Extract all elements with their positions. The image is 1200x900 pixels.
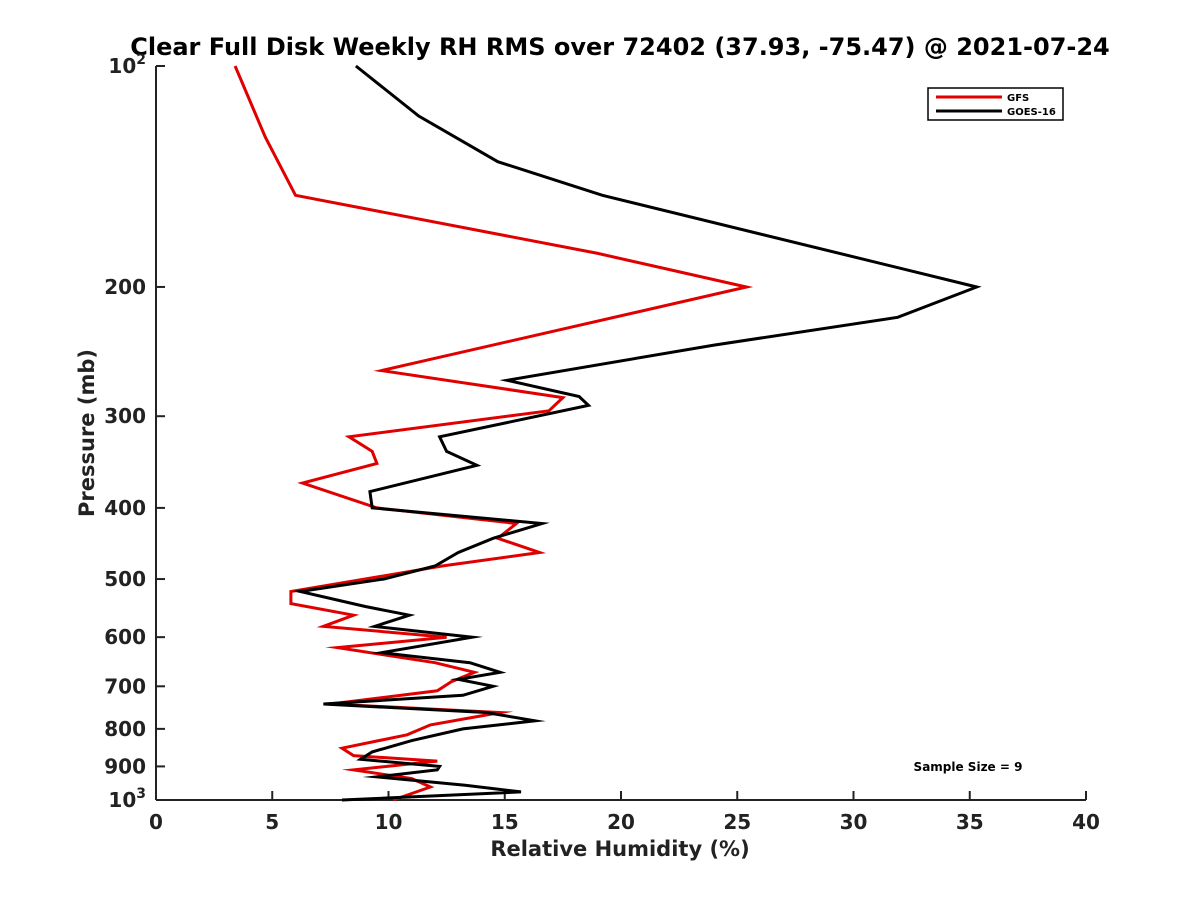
series-line-gfs xyxy=(233,65,754,802)
y-tick-label: 200 xyxy=(104,275,146,299)
chart-title: Clear Full Disk Weekly RH RMS over 72402… xyxy=(130,33,1110,61)
legend-label: GFS xyxy=(1007,93,1029,104)
y-axis: 102 200 300 400 500 600 700 800 900 103 xyxy=(104,52,165,812)
y-tick-label: 700 xyxy=(104,674,146,698)
x-tick-label: 10 xyxy=(375,810,403,834)
x-axis: 0 5 10 15 20 25 30 35 40 xyxy=(149,791,1100,834)
x-tick-label: 30 xyxy=(840,810,868,834)
y-tick-label: 300 xyxy=(104,404,146,428)
x-axis-label: Relative Humidity (%) xyxy=(490,837,749,861)
legend: GFS GOES-16 xyxy=(927,87,1064,121)
y-tick-label: 600 xyxy=(104,625,146,649)
x-tick-label: 35 xyxy=(956,810,984,834)
x-tick-label: 0 xyxy=(149,810,163,834)
x-tick-label: 20 xyxy=(607,810,635,834)
x-tick-label: 15 xyxy=(491,810,519,834)
y-tick-label: 500 xyxy=(104,567,146,591)
sample-size-annotation: Sample Size = 9 xyxy=(914,760,1023,774)
y-tick-label: 800 xyxy=(104,717,146,741)
y-tick-label: 900 xyxy=(104,754,146,778)
y-tick-label: 400 xyxy=(104,496,146,520)
y-tick-label: 103 xyxy=(108,786,146,812)
y-axis-label: Pressure (mb) xyxy=(75,349,99,517)
y-tick-label: 102 xyxy=(108,52,146,78)
series-lines xyxy=(233,64,982,802)
series-line-goes-16 xyxy=(292,64,982,802)
x-tick-label: 40 xyxy=(1072,810,1100,834)
legend-label: GOES-16 xyxy=(1007,107,1056,118)
legend-box xyxy=(927,87,1064,121)
x-tick-label: 25 xyxy=(723,810,751,834)
x-tick-label: 5 xyxy=(265,810,279,834)
